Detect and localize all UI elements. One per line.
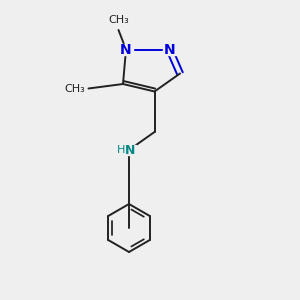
Text: N: N [125, 143, 136, 157]
Bar [119, 44, 133, 55]
Bar [116, 145, 127, 155]
Text: N: N [120, 43, 132, 56]
Text: CH₃: CH₃ [65, 83, 85, 94]
Text: H: H [117, 145, 126, 155]
Bar [163, 44, 176, 55]
Text: CH₃: CH₃ [108, 15, 129, 25]
Text: N: N [164, 43, 175, 56]
Bar [125, 145, 136, 155]
